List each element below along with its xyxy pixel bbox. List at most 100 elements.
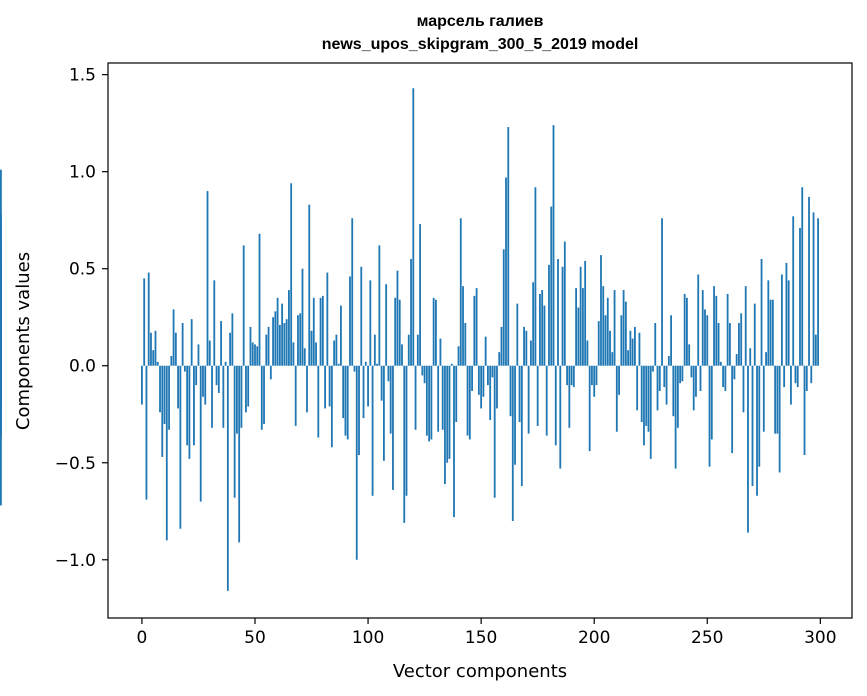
bar-33 <box>215 365 218 386</box>
bar-56 <box>267 326 270 366</box>
bar-257 <box>722 365 725 388</box>
bar-176 <box>539 293 541 366</box>
bar-17 <box>179 365 182 529</box>
bar-274 <box>760 259 763 366</box>
bar-70 <box>299 313 302 366</box>
bar-285 <box>785 262 788 366</box>
bar-169 <box>523 326 525 366</box>
bar-166 <box>516 303 519 366</box>
bar-184 <box>557 259 559 366</box>
bar-90 <box>344 365 347 436</box>
bar-182 <box>552 125 555 366</box>
bar-236 <box>674 365 677 469</box>
bar-165 <box>514 365 516 465</box>
x-tick-label: 100 <box>352 628 384 648</box>
bar-191 <box>572 365 575 388</box>
bar-178 <box>543 305 546 366</box>
bar-95 <box>355 365 358 560</box>
bar-181 <box>550 206 553 366</box>
bar-299 <box>817 218 819 366</box>
bar-196 <box>584 260 587 366</box>
bar-138 <box>453 365 455 518</box>
bar-38 <box>226 365 229 591</box>
bar-26 <box>199 365 202 502</box>
bar-133 <box>441 365 444 430</box>
bar-111 <box>392 365 394 490</box>
bar-183 <box>554 365 557 446</box>
bar-197 <box>586 340 589 366</box>
bar-58 <box>272 317 274 366</box>
bar-99 <box>364 361 367 366</box>
bar-267 <box>744 286 747 366</box>
bar-291 <box>799 227 801 366</box>
bar-168 <box>520 365 523 487</box>
bar-29 <box>206 191 209 366</box>
bar-45 <box>242 245 245 366</box>
bar-4 <box>150 332 152 366</box>
bar-186 <box>561 266 564 366</box>
bar-104 <box>376 363 379 366</box>
bar-271 <box>753 303 756 366</box>
bar-199 <box>591 365 593 386</box>
bar-227 <box>654 323 657 366</box>
bar-273 <box>758 365 761 467</box>
y-tick-label: 0.0 <box>69 357 96 377</box>
bar-223 <box>645 365 648 426</box>
bar-102 <box>371 365 374 496</box>
bar-188 <box>566 365 568 386</box>
bar-170 <box>525 330 528 366</box>
bar-1 <box>143 278 146 366</box>
bar-25 <box>197 344 200 366</box>
bar-112 <box>394 297 397 366</box>
y-tick-label: −1.0 <box>55 551 96 571</box>
bar-24 <box>195 365 198 386</box>
bar-152 <box>484 336 487 366</box>
bar-194 <box>579 266 582 366</box>
x-axis-ticks: 0 50 100 150 200 250 300 <box>137 618 837 648</box>
bar-203 <box>600 255 602 366</box>
bar-3 <box>147 272 150 366</box>
bar-84 <box>330 365 333 448</box>
bar-164 <box>511 365 514 521</box>
bar-71 <box>301 268 304 366</box>
bar-161 <box>505 177 507 366</box>
bar-16 <box>177 365 180 409</box>
bar-28 <box>204 365 207 405</box>
bar-116 <box>403 365 406 523</box>
bar-346 <box>0 365 2 405</box>
bar-296 <box>810 365 813 384</box>
bar-258 <box>724 365 727 391</box>
bar-65 <box>288 290 290 366</box>
bar-64 <box>285 319 288 366</box>
bar-237 <box>676 365 679 428</box>
bar-44 <box>240 365 243 428</box>
bar-83 <box>328 365 331 407</box>
bar-158 <box>498 352 501 366</box>
bar-140 <box>457 346 460 366</box>
bar-135 <box>446 365 449 463</box>
bar-149 <box>477 365 480 395</box>
bar-86 <box>335 334 338 366</box>
bar-174 <box>534 187 537 366</box>
bar-192 <box>575 288 578 366</box>
bar-19 <box>183 365 186 372</box>
bar-5 <box>152 350 155 366</box>
bar-252 <box>710 365 713 440</box>
bar-207 <box>609 330 611 366</box>
bar-78 <box>317 365 320 438</box>
bar-94 <box>353 365 356 372</box>
bar-264 <box>738 323 740 366</box>
bar-91 <box>346 365 349 440</box>
bar-228 <box>656 365 659 411</box>
bar-68 <box>294 365 297 426</box>
bar-43 <box>238 365 241 543</box>
bar-39 <box>229 332 232 366</box>
bar-198 <box>588 365 591 452</box>
bar-213 <box>622 290 625 366</box>
bar-151 <box>482 365 485 397</box>
bar-217 <box>631 338 634 366</box>
bar-123 <box>419 224 421 366</box>
bar-81 <box>324 365 326 409</box>
bar-212 <box>620 315 623 366</box>
bar-139 <box>455 365 458 423</box>
